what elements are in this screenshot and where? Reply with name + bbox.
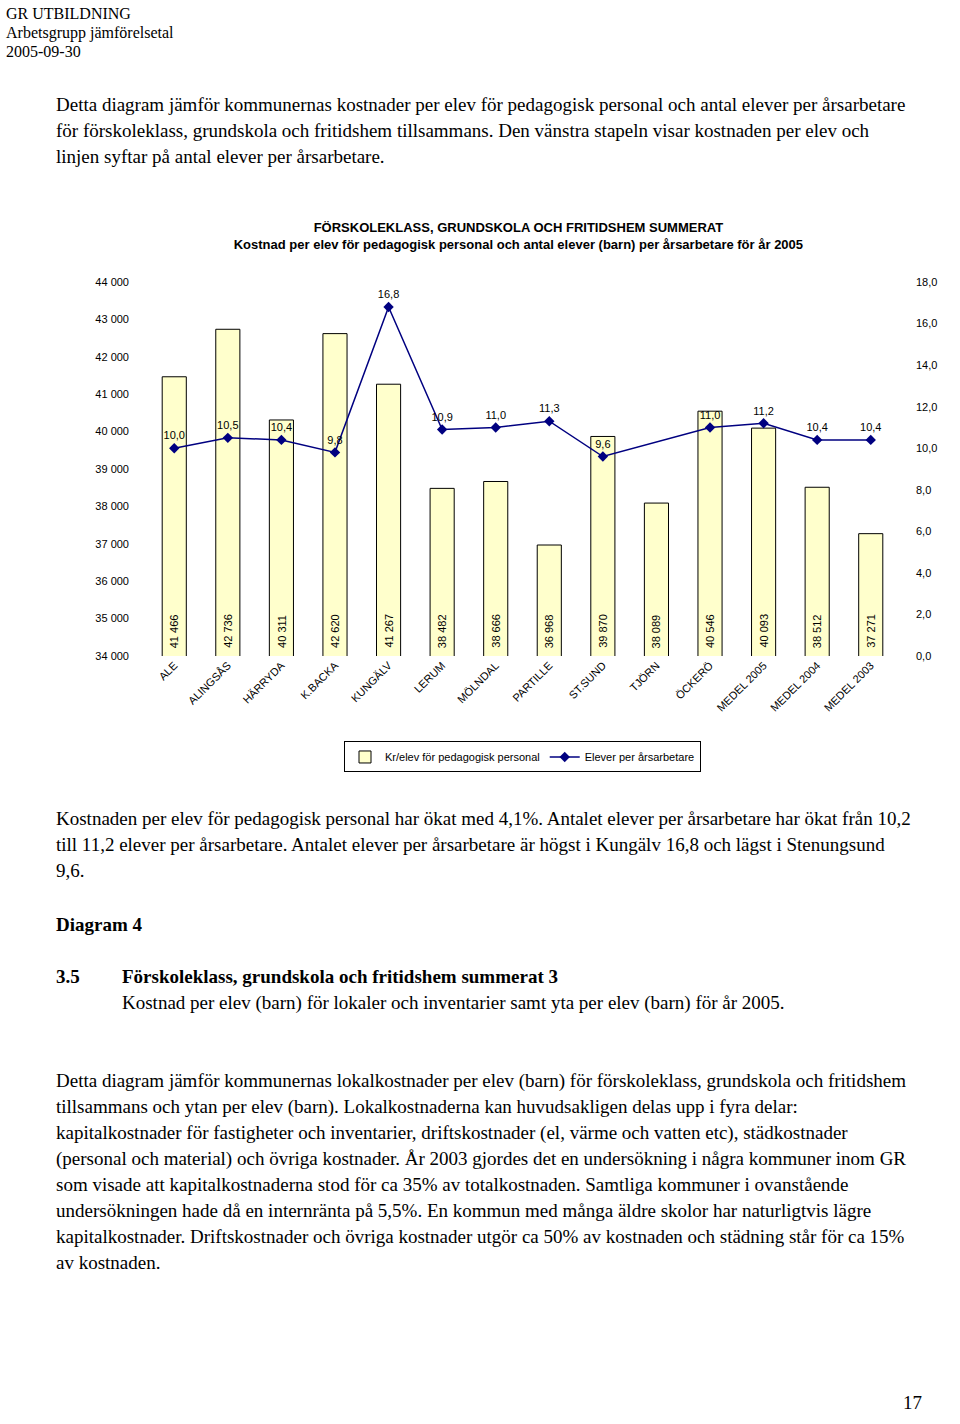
svg-text:16,0: 16,0 xyxy=(916,317,937,329)
svg-text:10,4: 10,4 xyxy=(806,421,827,433)
html-text:Kostnaden per elev för pedagog: Kostnaden per elev för pedagogisk person… xyxy=(56,808,911,881)
svg-text:37 000: 37 000 xyxy=(95,538,129,550)
svg-text:8,0: 8,0 xyxy=(916,484,931,496)
svg-text:LERUM: LERUM xyxy=(412,659,448,695)
svg-text:38 000: 38 000 xyxy=(95,500,129,512)
svg-text:10,0: 10,0 xyxy=(916,442,937,454)
svg-text:38 089: 38 089 xyxy=(650,615,662,649)
html-text:3.5: 3.5 xyxy=(56,966,80,987)
svg-text:38 666: 38 666 xyxy=(490,614,502,648)
svg-text:6,0: 6,0 xyxy=(916,525,931,537)
svg-text:10,9: 10,9 xyxy=(431,411,452,423)
svg-text:40 000: 40 000 xyxy=(95,425,129,437)
svg-text:11,0: 11,0 xyxy=(700,409,721,421)
svg-text:37 271: 37 271 xyxy=(865,614,877,648)
svg-text:43 000: 43 000 xyxy=(95,313,129,325)
svg-text:ÖCKERÖ: ÖCKERÖ xyxy=(673,659,716,702)
svg-text:35 000: 35 000 xyxy=(95,612,129,624)
svg-text:0,0: 0,0 xyxy=(916,650,931,662)
svg-text:9,6: 9,6 xyxy=(595,438,610,450)
svg-text:40 093: 40 093 xyxy=(758,614,770,648)
svg-text:36 968: 36 968 xyxy=(543,615,555,649)
svg-text:38 482: 38 482 xyxy=(436,614,448,648)
svg-text:39 000: 39 000 xyxy=(95,463,129,475)
svg-text:14,0: 14,0 xyxy=(916,359,937,371)
svg-text:9,8: 9,8 xyxy=(327,434,342,446)
html-text:Kostnad per elev (barn) för lo: Kostnad per elev (barn) för lokaler och … xyxy=(122,992,785,1013)
svg-text:PARTILLE: PARTILLE xyxy=(510,659,555,704)
svg-text:MEDEL 2003: MEDEL 2003 xyxy=(822,659,876,713)
svg-text:MÖLNDAL: MÖLNDAL xyxy=(455,659,501,705)
svg-text:11,0: 11,0 xyxy=(485,409,506,421)
svg-text:ALE: ALE xyxy=(156,659,179,682)
svg-text:12,0: 12,0 xyxy=(916,401,937,413)
html-text:2005-09-30: 2005-09-30 xyxy=(6,43,81,60)
svg-text:MEDEL 2005: MEDEL 2005 xyxy=(714,659,768,713)
svg-text:ALINGSÅS: ALINGSÅS xyxy=(186,659,233,706)
svg-text:HÄRRYDA: HÄRRYDA xyxy=(240,659,287,706)
svg-text:Elever per årsarbetare: Elever per årsarbetare xyxy=(585,751,694,763)
html-text:Detta diagram jämför kommunern: Detta diagram jämför kommunernas lokalko… xyxy=(56,1070,906,1273)
svg-text:34 000: 34 000 xyxy=(95,650,129,662)
svg-text:16,8: 16,8 xyxy=(378,288,399,300)
svg-text:41 000: 41 000 xyxy=(95,388,129,400)
svg-text:41 267: 41 267 xyxy=(383,614,395,648)
svg-text:4,0: 4,0 xyxy=(916,567,931,579)
svg-text:ST.SUND: ST.SUND xyxy=(566,659,608,701)
svg-text:36 000: 36 000 xyxy=(95,575,129,587)
svg-text:42 000: 42 000 xyxy=(95,351,129,363)
svg-text:10,4: 10,4 xyxy=(271,421,292,433)
svg-text:10,4: 10,4 xyxy=(860,421,881,433)
svg-text:44 000: 44 000 xyxy=(95,276,129,288)
html-text:GR UTBILDNING: GR UTBILDNING xyxy=(6,5,131,22)
svg-text:KUNGÄLV: KUNGÄLV xyxy=(349,659,395,705)
html-text:Diagram 4: Diagram 4 xyxy=(56,914,142,935)
svg-text:2,0: 2,0 xyxy=(916,608,931,620)
svg-text:MEDEL 2004: MEDEL 2004 xyxy=(768,659,822,713)
html-text:Detta diagram jämför kommunern: Detta diagram jämför kommunernas kostnad… xyxy=(56,94,906,167)
svg-text:K.BACKA: K.BACKA xyxy=(298,659,341,702)
svg-text:40 311: 40 311 xyxy=(276,615,288,648)
svg-text:Kr/elev för pedagogisk persona: Kr/elev för pedagogisk personal xyxy=(385,751,540,763)
svg-text:42 736: 42 736 xyxy=(222,614,234,648)
svg-text:38 512: 38 512 xyxy=(811,615,823,649)
svg-text:18,0: 18,0 xyxy=(916,276,937,288)
svg-text:42 620: 42 620 xyxy=(329,614,341,648)
svg-text:11,3: 11,3 xyxy=(539,402,560,414)
html-text:Förskoleklass, grundskola och: Förskoleklass, grundskola och fritidshem… xyxy=(122,966,558,987)
svg-text:41 466: 41 466 xyxy=(168,615,180,649)
html-text:17: 17 xyxy=(903,1392,922,1413)
svg-text:40 546: 40 546 xyxy=(704,614,716,648)
svg-text:39 870: 39 870 xyxy=(597,614,609,648)
svg-text:11,2: 11,2 xyxy=(753,405,774,417)
svg-text:10,0: 10,0 xyxy=(164,429,185,441)
html-text:Arbetsgrupp jämförelsetal: Arbetsgrupp jämförelsetal xyxy=(6,24,174,41)
svg-text:10,5: 10,5 xyxy=(217,419,238,431)
svg-text:FÖRSKOLEKLASS, GRUNDSKOLA OCH: FÖRSKOLEKLASS, GRUNDSKOLA OCH FRITIDSHEM… xyxy=(234,220,803,252)
svg-text:TJÖRN: TJÖRN xyxy=(627,659,661,693)
